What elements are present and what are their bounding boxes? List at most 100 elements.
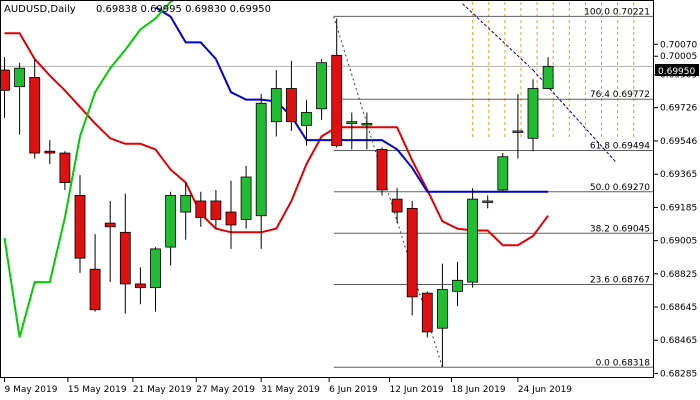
candle [421, 291, 433, 338]
candle-body-bear [421, 292, 433, 333]
candle [497, 153, 509, 192]
candle [225, 180, 237, 249]
candle [180, 182, 192, 240]
candle [195, 191, 207, 227]
candle [391, 188, 403, 224]
indicator-line [4, 32, 549, 247]
candle-body-bull [150, 248, 161, 289]
candle [482, 195, 494, 209]
y-tick-label: 0.68645 [660, 303, 697, 313]
fib-level-label: 23.6 0.68767 [590, 276, 650, 286]
candle [376, 147, 388, 196]
candle-body-bear [406, 207, 418, 298]
y-tick-label: 0.69185 [660, 203, 697, 213]
y-tick-label: 0.68285 [660, 369, 697, 379]
candle-body-bull [452, 279, 463, 292]
candle-body-bear [285, 88, 297, 123]
fib-level-label: 0.0 0.68318 [596, 358, 651, 368]
x-tick-label: 21 May 2019 [133, 385, 192, 395]
candle [436, 263, 448, 367]
candle [346, 112, 358, 150]
dashed-projection-line [462, 3, 534, 71]
y-tick-label: 0.68825 [660, 270, 697, 280]
time-axis: 9 May 2019 15 May 2019 21 May 2019 27 May 2… [4, 378, 572, 395]
fibonacci-time-zones [472, 2, 635, 141]
candle-body-bear [89, 268, 101, 311]
candle [240, 165, 252, 229]
candle [512, 94, 524, 159]
candle-body-bear [134, 283, 146, 289]
candle-body-bear [0, 69, 10, 91]
candle-body-bear [331, 54, 343, 147]
current-price-text: 0.69950 [658, 67, 695, 77]
candle [406, 200, 418, 316]
candle-body-bull [255, 102, 267, 217]
candle-body-bull [270, 88, 282, 123]
candle-body-bear [195, 200, 207, 218]
fib-level-label: 61.8 0.69494 [590, 141, 650, 151]
y-tick-label: 0.69726 [660, 104, 697, 114]
candle-body-bear [391, 198, 403, 213]
candle [0, 57, 10, 119]
fib-level-label: 76.4 0.69772 [590, 90, 650, 100]
plot-border [0, 0, 654, 378]
candle [452, 261, 463, 307]
candle-body-bull [361, 123, 373, 126]
candle-body-bear [104, 222, 116, 228]
candle [467, 188, 479, 288]
fib-level-label: 50.0 0.69270 [590, 183, 650, 193]
candle-body-bull [165, 195, 177, 248]
candle-body-bull [180, 195, 192, 213]
candle [210, 189, 222, 229]
candle-body-bull [346, 121, 358, 124]
candle [542, 57, 554, 89]
candle-body-bull [497, 156, 509, 191]
x-tick-label: 9 May 2019 [5, 385, 58, 395]
candle-body-bull [301, 112, 312, 126]
candle-body-bear [59, 152, 71, 183]
y-tick-label: 0.68465 [660, 336, 697, 346]
x-tick-label: 27 May 2019 [196, 385, 255, 395]
candle [59, 151, 71, 190]
candle [89, 234, 101, 312]
current-price-label: 0.69950 [655, 64, 699, 77]
candle-body-bull [436, 289, 448, 329]
x-tick-label: 12 Jun 2019 [390, 385, 444, 395]
ohlc-readout: 0.69838 0.69995 0.69830 0.69950 [96, 4, 271, 15]
candle [331, 18, 343, 148]
chart-title: AUDUSD,Daily [4, 4, 76, 15]
candle-body-bull [527, 88, 539, 139]
candle-body-bull [542, 65, 554, 89]
y-tick-label: 0.69365 [660, 170, 697, 180]
candle [150, 247, 161, 312]
candle-body-bear [119, 231, 131, 285]
candle-body-bear [74, 195, 86, 259]
candle [74, 175, 86, 273]
candle [14, 62, 26, 135]
candle-body-bear [225, 211, 237, 226]
candle [29, 59, 41, 159]
candle [134, 267, 146, 305]
x-tick-label: 31 May 2019 [261, 385, 320, 395]
candle-body-bull [467, 198, 479, 283]
x-tick-label: 18 Jun 2019 [451, 385, 505, 395]
candles [0, 18, 554, 367]
candle [44, 140, 56, 165]
candle-body-bull [14, 67, 26, 88]
candle [361, 112, 373, 150]
candle [104, 200, 116, 283]
candle [316, 59, 328, 120]
candle-body-bear [376, 148, 388, 191]
candle-body-bull [512, 130, 524, 133]
candle-body-bull [482, 200, 494, 203]
indicator-line [3, 0, 177, 338]
candle-body-bull [240, 176, 252, 220]
x-tick-label: 6 Jun 2019 [329, 385, 378, 395]
x-tick-label: 24 Jun 2019 [518, 385, 572, 395]
y-tick-label: 0.69005 [660, 237, 697, 247]
candle-body-bear [210, 200, 222, 220]
fib-level-label: 38.2 0.69045 [590, 224, 650, 234]
y-tick-label: 0.70005 [660, 52, 697, 62]
